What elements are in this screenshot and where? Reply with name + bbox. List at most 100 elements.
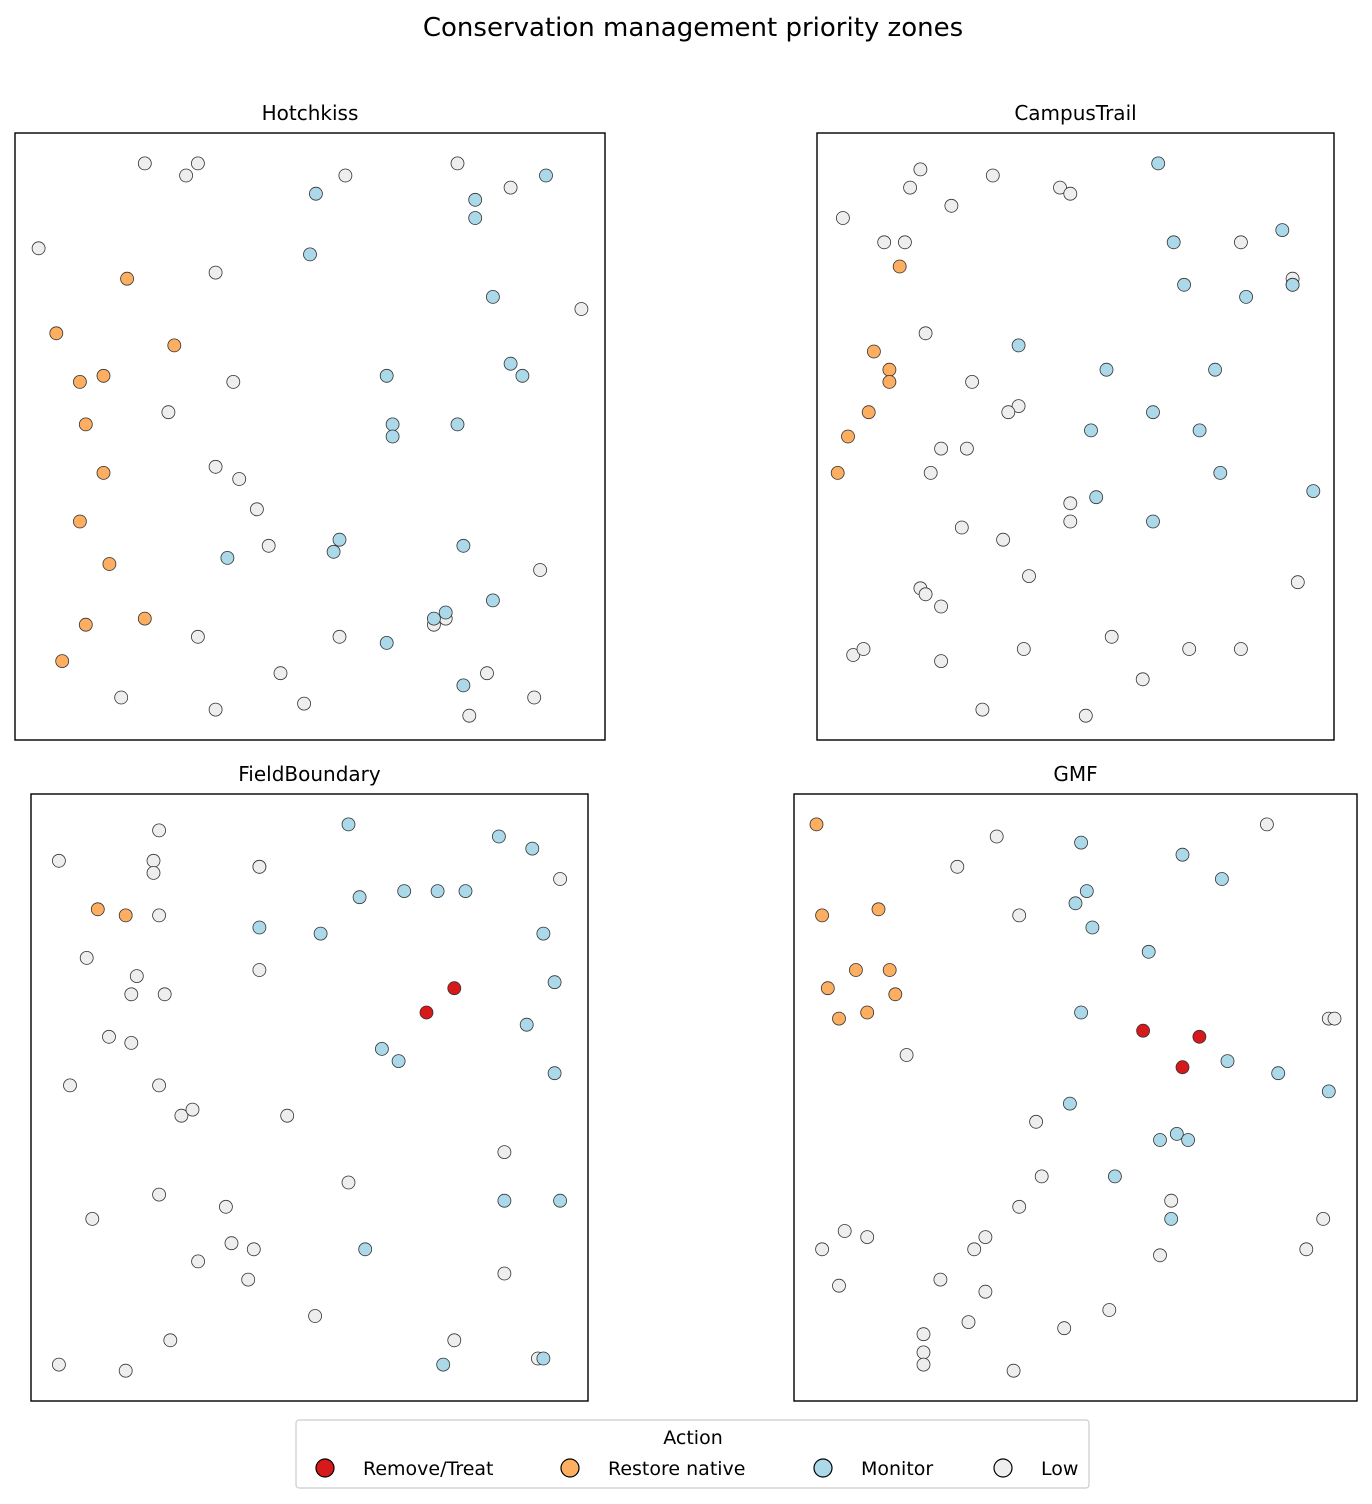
- point-low: [978, 1230, 993, 1244]
- subplot-fieldboundary: FieldBoundary: [30, 762, 589, 1402]
- point-low: [152, 1187, 167, 1202]
- subplot-hotchkiss: Hotchkiss: [14, 101, 606, 741]
- point-restore-native: [96, 465, 111, 480]
- point-monitor: [456, 678, 471, 693]
- plot-frame: [816, 132, 1335, 741]
- subplot-grid: Hotchkiss CampusTrail FieldBoundary GMF: [14, 101, 1358, 1402]
- point-low: [332, 629, 347, 644]
- point-low: [832, 1278, 846, 1293]
- point-restore-native: [55, 654, 70, 668]
- point-monitor: [536, 926, 551, 941]
- point-monitor: [252, 920, 267, 935]
- point-monitor: [1271, 1066, 1286, 1081]
- legend-marker: [813, 1458, 833, 1478]
- point-restore-native: [820, 981, 835, 996]
- legend-marker: [993, 1458, 1013, 1478]
- point-restore-native: [167, 338, 182, 353]
- point-low: [185, 1102, 200, 1117]
- point-low: [1012, 1199, 1027, 1214]
- point-low: [960, 441, 974, 456]
- point-low: [218, 1199, 233, 1214]
- point-monitor: [1063, 1096, 1077, 1111]
- point-restore-native: [96, 368, 111, 383]
- point-low: [208, 459, 223, 474]
- point-restore-native: [892, 259, 907, 274]
- point-low: [497, 1266, 512, 1281]
- point-low: [1063, 186, 1078, 201]
- point-low: [933, 1272, 948, 1287]
- point-low: [836, 211, 850, 225]
- point-monitor: [1306, 484, 1321, 499]
- point-monitor: [1068, 896, 1083, 911]
- point-monitor: [1146, 514, 1160, 529]
- point-monitor: [379, 636, 394, 650]
- point-monitor: [1074, 1005, 1088, 1020]
- point-restore-native: [849, 963, 863, 977]
- point-monitor: [1079, 884, 1094, 898]
- point-monitor: [456, 538, 471, 553]
- point-low: [1234, 235, 1248, 250]
- point-low: [965, 374, 979, 389]
- subplot-title: GMF: [1053, 762, 1097, 786]
- point-low: [273, 666, 288, 681]
- point-restore-native: [137, 611, 152, 626]
- point-monitor: [352, 890, 367, 905]
- point-low: [480, 666, 494, 681]
- point-low: [1006, 1363, 1021, 1378]
- point-low: [860, 1230, 875, 1244]
- point-low: [102, 1029, 116, 1044]
- point-low: [1316, 1212, 1331, 1226]
- point-low: [447, 1333, 462, 1348]
- point-low: [462, 708, 477, 723]
- point-low: [297, 696, 312, 711]
- legend-label: Monitor: [861, 1458, 933, 1480]
- point-low: [31, 241, 46, 256]
- point-restore-native: [120, 271, 134, 286]
- point-low: [497, 1145, 512, 1159]
- point-monitor: [1011, 338, 1026, 353]
- point-low: [52, 1357, 66, 1372]
- point-restore-native: [49, 326, 64, 341]
- legend-item-restore-native: Restore native: [560, 1458, 745, 1480]
- point-monitor: [1285, 277, 1300, 292]
- point-restore-native: [78, 617, 93, 632]
- point-restore-native: [90, 902, 105, 917]
- point-low: [341, 1175, 356, 1190]
- point-restore-native: [888, 987, 903, 1002]
- point-low: [1001, 405, 1016, 420]
- plot-frame: [14, 132, 606, 741]
- point-low: [1053, 180, 1067, 195]
- point-low: [308, 1309, 323, 1323]
- point-monitor: [1169, 1127, 1184, 1141]
- point-monitor: [220, 551, 235, 565]
- point-monitor: [503, 356, 518, 371]
- plot-frame: [30, 793, 589, 1402]
- point-low: [1290, 575, 1305, 590]
- legend-marker: [560, 1458, 580, 1478]
- point-low: [574, 302, 589, 316]
- point-monitor: [458, 884, 473, 898]
- point-low: [252, 859, 267, 874]
- point-low: [157, 987, 172, 1002]
- point-remove-treat: [447, 981, 462, 996]
- point-monitor: [1164, 1212, 1179, 1226]
- point-monitor: [436, 1357, 451, 1372]
- point-monitor: [308, 186, 323, 201]
- point-low: [918, 326, 933, 341]
- point-low: [1299, 1242, 1314, 1257]
- point-low: [232, 472, 247, 486]
- point-monitor: [374, 1042, 389, 1056]
- point-low: [179, 168, 194, 183]
- point-low: [261, 538, 276, 553]
- legend-frame: [295, 1419, 1090, 1489]
- subplot-title: CampusTrail: [1014, 101, 1136, 125]
- point-monitor: [1239, 289, 1253, 304]
- point-monitor: [438, 605, 453, 620]
- point-monitor: [313, 926, 328, 941]
- point-monitor: [536, 1351, 551, 1366]
- legend-label: Restore native: [608, 1458, 745, 1480]
- point-low: [503, 180, 518, 195]
- point-monitor: [497, 1193, 512, 1208]
- point-low: [913, 162, 928, 177]
- point-monitor: [1108, 1169, 1122, 1184]
